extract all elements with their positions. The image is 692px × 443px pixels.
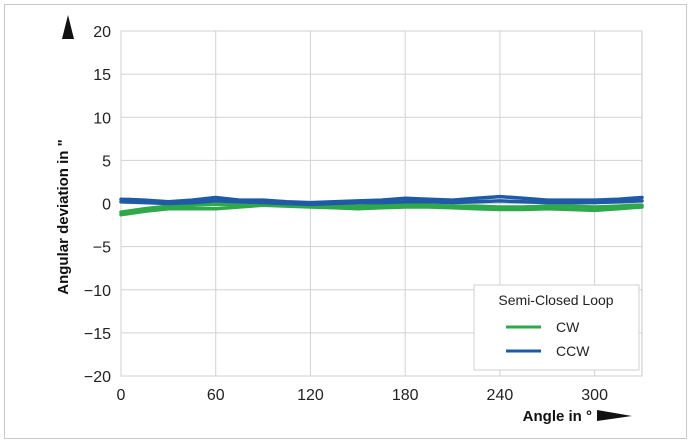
legend-label-cw: CW <box>556 319 580 335</box>
y-axis-label: Angular deviation in " <box>55 139 72 294</box>
series-ccw <box>119 194 644 207</box>
y-axis-arrow-icon <box>62 15 74 39</box>
legend-label-ccw: CCW <box>556 343 590 359</box>
x-tick-label-2: 120 <box>297 387 324 404</box>
y-tick-label-3: 5 <box>102 153 111 170</box>
y-tick-label-6: −10 <box>84 283 111 300</box>
x-axis-title: Angle in ° <box>523 408 632 425</box>
y-tick-label-5: −5 <box>93 240 111 257</box>
tick-labels: 0 60 120 180 240 300 20 15 10 5 0 −5 −10 −15 −20 <box>84 24 608 404</box>
x-tick-label-0: 0 <box>117 387 126 404</box>
y-tick-label-8: −20 <box>84 369 111 386</box>
x-tick-label-1: 60 <box>207 387 225 404</box>
y-tick-label-1: 15 <box>93 67 111 84</box>
series-cw <box>119 201 644 217</box>
series-cw-line-0 <box>119 203 644 217</box>
legend: Semi-Closed Loop CW CCW <box>473 284 640 371</box>
x-tick-label-5: 300 <box>581 387 608 404</box>
x-tick-label-3: 180 <box>392 387 419 404</box>
legend-title: Semi-Closed Loop <box>498 292 613 308</box>
y-tick-label-4: 0 <box>102 197 111 214</box>
x-axis-label: Angle in ° <box>523 408 592 425</box>
x-tick-label-4: 240 <box>487 387 514 404</box>
series-ccw-line-0 <box>119 194 644 205</box>
x-axis-arrow-icon <box>597 410 632 421</box>
series-cw-line-1 <box>119 201 644 214</box>
series-ccw-line-1 <box>119 199 644 207</box>
series-layer <box>119 194 644 217</box>
y-tick-label-2: 10 <box>93 110 111 127</box>
y-axis-title: Angular deviation in " <box>55 15 74 295</box>
legend-box <box>473 284 640 371</box>
y-tick-label-0: 20 <box>93 24 111 41</box>
y-tick-label-7: −15 <box>84 326 111 343</box>
